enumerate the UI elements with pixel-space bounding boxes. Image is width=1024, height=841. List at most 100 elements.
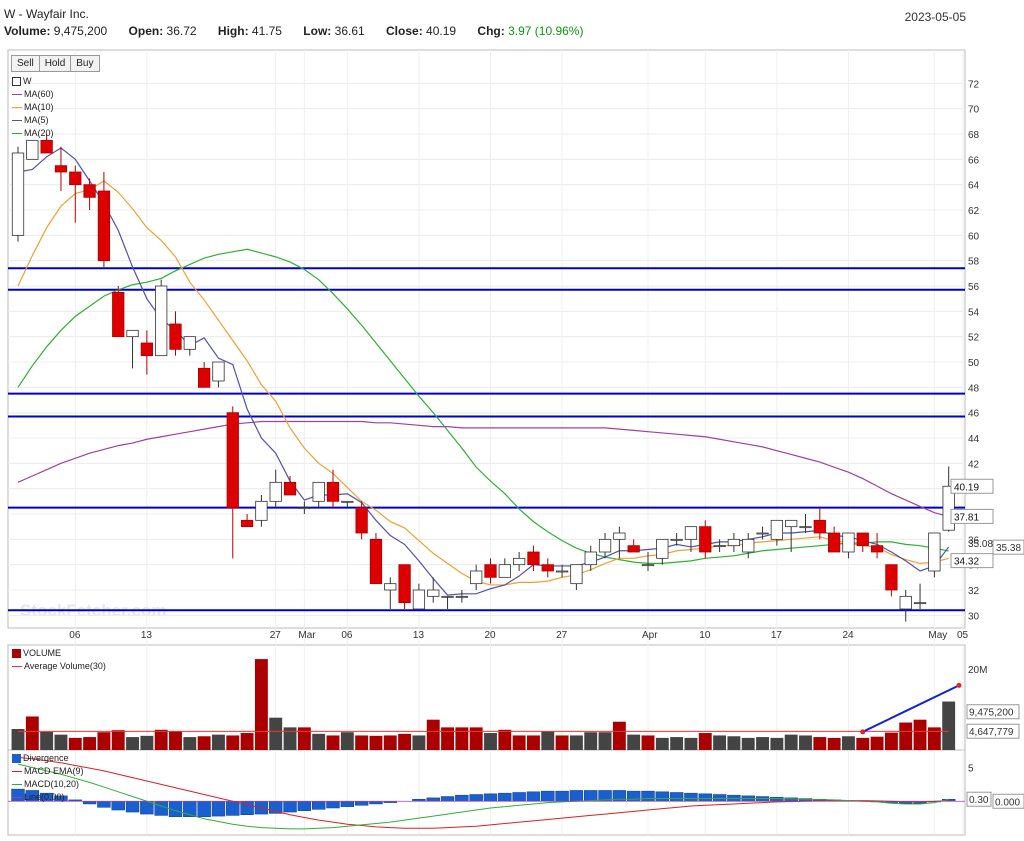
divergence-bar bbox=[455, 794, 469, 802]
divergence-bar bbox=[426, 797, 440, 802]
candle-body bbox=[112, 291, 125, 338]
volume-bar bbox=[340, 732, 354, 750]
candle-body bbox=[527, 551, 540, 566]
candle-body bbox=[398, 564, 411, 604]
price-tick-label: 36 bbox=[968, 535, 980, 546]
candle-body bbox=[412, 589, 426, 610]
divergence-bar bbox=[340, 801, 355, 807]
volume-bar bbox=[111, 730, 125, 750]
volume-trend-line bbox=[862, 684, 960, 733]
divergence-bar bbox=[584, 790, 598, 802]
price-tick-label: 42 bbox=[968, 459, 980, 470]
date-tick-label: 17 bbox=[771, 630, 783, 641]
volume-bar bbox=[627, 734, 641, 750]
divergence-bar bbox=[369, 801, 383, 805]
high-stat: High: 41.75 bbox=[217, 24, 282, 38]
candle-body bbox=[441, 595, 454, 598]
candle-body bbox=[298, 507, 311, 510]
divergence-bar bbox=[197, 801, 211, 818]
candle-body bbox=[312, 481, 325, 502]
candle-body bbox=[742, 538, 755, 553]
macd-last-box bbox=[966, 791, 992, 807]
candle-body bbox=[913, 602, 927, 605]
candle-body bbox=[584, 551, 597, 566]
volume-bar bbox=[398, 733, 412, 750]
ma60-line bbox=[17, 420, 949, 517]
divergence-bar bbox=[311, 801, 326, 810]
divergence-bar bbox=[82, 801, 97, 805]
candle-body bbox=[885, 564, 898, 591]
divergence-bar bbox=[354, 801, 369, 806]
candle-body bbox=[785, 519, 798, 528]
ma20-value-label: 35.08 bbox=[968, 539, 993, 550]
volume-bar bbox=[569, 735, 583, 750]
volume-bar bbox=[555, 735, 569, 750]
volume-bar bbox=[283, 727, 297, 750]
divergence-bar bbox=[283, 801, 297, 813]
candle-body bbox=[40, 139, 53, 154]
macd-tick-label: 5 bbox=[968, 764, 974, 775]
volume-bar bbox=[498, 729, 512, 750]
candle-body bbox=[470, 570, 483, 585]
volume-icon bbox=[12, 649, 21, 658]
legend-macd: MACD(10,20) bbox=[12, 778, 84, 791]
legend-divergence: Divergence bbox=[12, 752, 84, 765]
volume-bar bbox=[412, 735, 426, 750]
volume-bar bbox=[83, 737, 97, 750]
volume-bar bbox=[756, 737, 769, 750]
candle-body bbox=[613, 532, 626, 540]
volume-bar bbox=[784, 734, 798, 750]
candle-body bbox=[255, 500, 268, 521]
date-tick-label: 27 bbox=[270, 630, 282, 641]
buy-button[interactable]: Buy bbox=[76, 58, 94, 69]
volume-bar bbox=[827, 737, 841, 750]
candle-body bbox=[813, 519, 826, 534]
chart-date: 2023-05-05 bbox=[904, 10, 966, 24]
candle-body bbox=[140, 342, 153, 357]
candle-body bbox=[498, 564, 511, 578]
candle-body bbox=[799, 526, 812, 529]
price-tick-label: 70 bbox=[968, 105, 980, 116]
candle-body bbox=[54, 165, 68, 173]
divergence-bar bbox=[440, 796, 455, 802]
legend-w: W bbox=[12, 75, 54, 88]
candle-body bbox=[455, 595, 468, 598]
trend-start-dot bbox=[860, 729, 866, 735]
volume-bar bbox=[97, 732, 111, 750]
price-tick-label: 44 bbox=[968, 434, 980, 445]
date-tick-label: Apr bbox=[642, 630, 658, 641]
volume-bar bbox=[254, 659, 268, 750]
zero-value-label: 0.000 bbox=[995, 797, 1020, 808]
candle-body bbox=[842, 532, 855, 553]
price-tick-label: 62 bbox=[968, 206, 980, 217]
volume-bar bbox=[884, 732, 898, 750]
date-tick-label: 06 bbox=[341, 630, 353, 641]
candle-body bbox=[598, 538, 612, 553]
volume-bar bbox=[484, 733, 497, 750]
candle-body bbox=[699, 526, 712, 553]
divergence-bar bbox=[555, 790, 569, 802]
date-tick-label: 13 bbox=[141, 630, 153, 641]
candle-body bbox=[427, 589, 440, 597]
divergence-bar bbox=[770, 796, 784, 802]
candle-body bbox=[326, 481, 340, 502]
close-stat: Close: 40.19 bbox=[386, 24, 457, 38]
volume-bar bbox=[426, 719, 440, 750]
sell-button[interactable]: Sell bbox=[12, 56, 40, 71]
volume-bar bbox=[612, 721, 626, 750]
candle-body bbox=[369, 538, 383, 585]
volume-bar bbox=[856, 737, 870, 750]
volume-bar bbox=[169, 731, 182, 750]
candle-body bbox=[713, 545, 726, 548]
volume-bar bbox=[942, 701, 956, 750]
volume-bar bbox=[541, 731, 555, 750]
divergence-bar bbox=[641, 790, 655, 802]
price-tick-label: 56 bbox=[968, 282, 980, 293]
legend-ma20: MA(20) bbox=[12, 127, 54, 140]
divergence-bar bbox=[498, 792, 512, 802]
hold-button[interactable]: Hold bbox=[40, 56, 72, 71]
volume-bar bbox=[713, 735, 727, 750]
candle-body bbox=[670, 538, 683, 541]
candle-body bbox=[69, 171, 82, 186]
candle-body bbox=[684, 526, 698, 540]
